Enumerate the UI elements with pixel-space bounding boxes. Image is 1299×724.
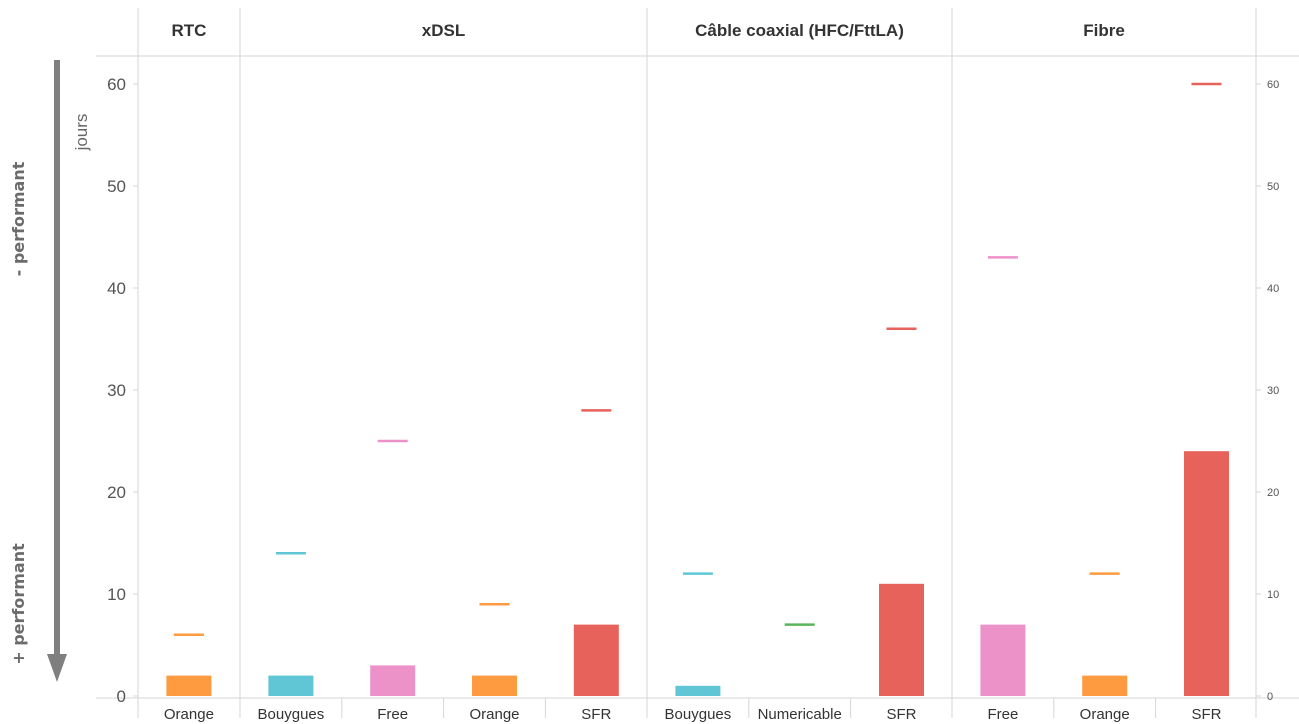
x-tick-label: Orange — [469, 706, 519, 723]
panel-2: xDSL Bouygues Free Orange SFR — [239, 8, 619, 723]
x-tick-label: Free — [377, 706, 408, 723]
x-tick-label: SFR — [887, 706, 917, 723]
x-tick-label: Free — [987, 706, 1018, 723]
x-tick-label: SFR — [1192, 706, 1222, 723]
bar-orange — [472, 675, 517, 696]
x-tick-label: Bouygues — [665, 706, 732, 723]
panel-title: RTC — [172, 21, 207, 40]
y-tick-label-left: 50 — [107, 177, 126, 196]
panel-title: Câble coaxial (HFC/FttLA) — [695, 21, 904, 40]
x-tick-label: SFR — [581, 706, 611, 723]
x-tick-label: Orange — [1080, 706, 1130, 723]
panel-title: Fibre — [1083, 21, 1125, 40]
bar-free — [980, 624, 1026, 696]
plot-frame — [96, 8, 1299, 718]
bar-sfr — [879, 583, 924, 696]
y-tick-label-right: 60 — [1267, 79, 1279, 91]
y-axis-right: 0 10 20 30 40 50 60 — [1256, 79, 1279, 703]
y-tick-label-left: 60 — [107, 75, 126, 94]
more-performant-label: + performant — [9, 543, 28, 665]
bar-sfr — [1184, 451, 1229, 696]
arrow-head — [47, 654, 67, 682]
y-tick-label-right: 10 — [1267, 589, 1279, 601]
y-tick-label-right: 30 — [1267, 385, 1279, 397]
y-tick-label-right: 50 — [1267, 181, 1279, 193]
bar-sfr — [573, 624, 619, 696]
y-tick-label-right: 40 — [1267, 283, 1279, 295]
y-tick-label-right: 0 — [1267, 691, 1273, 703]
bar-bouygues — [268, 675, 314, 696]
y-tick-label-left: 10 — [107, 585, 126, 604]
y-tick-label-left: 0 — [117, 687, 126, 706]
y-tick-label-right: 20 — [1267, 487, 1279, 499]
y-tick-label-left: 30 — [107, 381, 126, 400]
x-tick-label: Orange — [164, 706, 214, 723]
panel-title: xDSL — [422, 21, 465, 40]
bar-free — [370, 665, 416, 696]
panel-4: Fibre Free Orange SFR — [951, 8, 1229, 723]
x-tick-label: Numericable — [758, 706, 842, 723]
y-axis-label: jours — [72, 114, 91, 152]
y-tick-label-left: 40 — [107, 279, 126, 298]
panel-3: Câble coaxial (HFC/FttLA) Bouygues Numeric… — [646, 8, 924, 723]
less-performant-label: - performant — [9, 161, 28, 276]
performance-arrow: - performant + performant — [9, 60, 67, 682]
bar-bouygues — [675, 685, 721, 696]
y-tick-label-left: 20 — [107, 483, 126, 502]
panel-1: RTC Orange — [164, 21, 214, 723]
y-axis-left: 0 10 20 30 40 50 60 — [107, 75, 138, 706]
bar-orange — [1082, 675, 1128, 696]
x-tick-label: Bouygues — [258, 706, 325, 723]
bar-orange — [166, 675, 212, 696]
